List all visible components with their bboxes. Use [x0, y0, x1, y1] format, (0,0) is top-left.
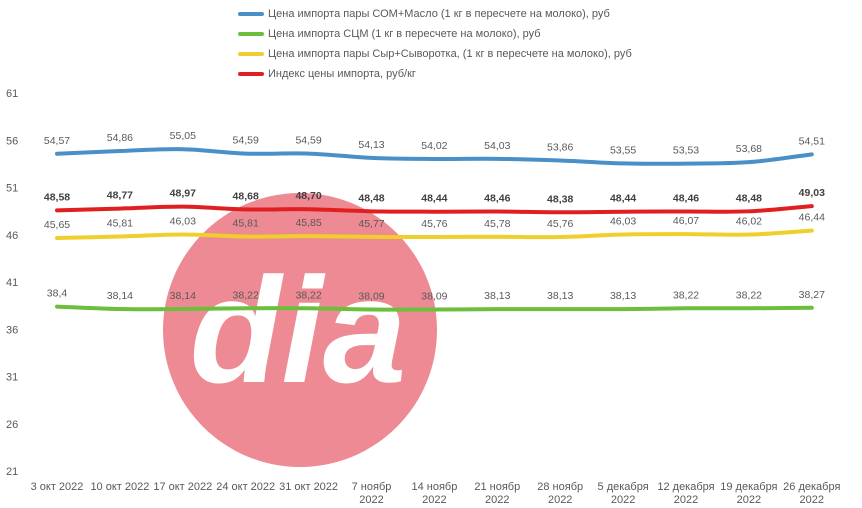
- x-tick-label: 31 окт 2022: [279, 481, 338, 493]
- y-tick-label: 31: [6, 372, 18, 384]
- data-label: 54,13: [358, 139, 384, 151]
- data-label: 48,58: [44, 191, 70, 203]
- data-label: 45,76: [421, 218, 447, 230]
- data-label: 54,03: [484, 140, 510, 152]
- x-tick-label: 19 декабря 2022: [720, 481, 777, 506]
- watermark-circle: [163, 193, 437, 467]
- y-tick-label: 61: [6, 88, 18, 100]
- data-label: 38,22: [736, 289, 762, 301]
- series-line: [55, 147, 814, 166]
- data-label: 46,03: [170, 215, 196, 227]
- data-label: 48,70: [295, 190, 321, 202]
- data-label: 38,13: [610, 290, 636, 302]
- y-tick-label: 36: [6, 324, 18, 336]
- data-label: 38,13: [484, 290, 510, 302]
- data-label: 48,48: [358, 192, 384, 204]
- y-tick-label: 21: [6, 466, 18, 478]
- x-tick-label: 5 декабря 2022: [598, 481, 649, 506]
- data-label: 53,53: [673, 145, 699, 157]
- y-tick-label: 56: [6, 135, 18, 147]
- y-axis: 21 26 31 36 41 46 51 56 61: [6, 88, 18, 478]
- x-tick-label: 21 ноябр 2022: [474, 481, 520, 506]
- data-label: 46,03: [610, 215, 636, 227]
- legend-item: Цена импорта пары Сыр+Сыворотка, (1 кг в…: [238, 44, 632, 64]
- series-line: [55, 204, 814, 215]
- legend-label: Цена импорта СЦМ (1 кг в пересчете на мо…: [268, 28, 541, 40]
- data-label: 53,68: [736, 143, 762, 155]
- data-label: 48,46: [484, 193, 510, 205]
- legend-swatch: [238, 32, 264, 36]
- data-label: 53,55: [610, 144, 636, 156]
- data-label: 45,65: [44, 219, 70, 231]
- data-label: 45,78: [484, 218, 510, 230]
- data-label: 38,4: [47, 288, 68, 300]
- data-label: 48,97: [170, 188, 196, 200]
- data-label: 38,22: [233, 289, 259, 301]
- data-labels: 54,57 54,86 55,05 54,59 54,59 54,13 54,02 54,03…: [44, 130, 825, 302]
- data-label: 49,03: [799, 187, 825, 199]
- data-label: 38,22: [295, 289, 321, 301]
- legend-item: Индекс цены импорта, руб/кг: [238, 64, 632, 84]
- legend-label: Индекс цены импорта, руб/кг: [268, 68, 416, 80]
- data-label: 46,02: [736, 216, 762, 228]
- data-label: 38,14: [170, 290, 196, 302]
- data-label: 54,02: [421, 140, 447, 152]
- data-label: 54,59: [295, 135, 321, 147]
- legend-label: Цена импорта пары Сыр+Сыворотка, (1 кг в…: [268, 48, 632, 60]
- y-tick-label: 26: [6, 419, 18, 431]
- x-tick-label: 7 ноябр 2022: [352, 481, 392, 506]
- x-tick-label: 3 окт 2022: [31, 481, 84, 493]
- watermark-text: dia: [190, 246, 407, 414]
- data-label: 38,22: [673, 289, 699, 301]
- data-label: 48,38: [547, 193, 573, 205]
- data-label: 54,86: [107, 132, 133, 144]
- data-label: 38,13: [547, 290, 573, 302]
- data-label: 45,81: [107, 218, 133, 230]
- chart-legend: Цена импорта пары СОМ+Масло (1 кг в пере…: [238, 4, 632, 84]
- data-label: 54,59: [233, 135, 259, 147]
- x-tick-label: 28 ноябр 2022: [537, 481, 583, 506]
- legend-item: Цена импорта СЦМ (1 кг в пересчете на мо…: [238, 24, 632, 44]
- series-lines: [55, 147, 814, 312]
- legend-swatch: [238, 72, 264, 76]
- data-label: 45,85: [295, 217, 321, 229]
- series-line: [55, 304, 814, 312]
- data-label: 48,48: [736, 192, 762, 204]
- legend-swatch: [238, 12, 264, 16]
- data-label: 38,09: [421, 290, 447, 302]
- data-label: 45,77: [358, 218, 384, 230]
- data-label: 48,44: [421, 193, 447, 205]
- data-label: 45,81: [233, 218, 259, 230]
- data-label: 38,09: [358, 290, 384, 302]
- data-label: 48,68: [233, 190, 259, 202]
- data-label: 48,46: [673, 193, 699, 205]
- legend-label: Цена импорта пары СОМ+Масло (1 кг в пере…: [268, 8, 610, 20]
- data-label: 54,57: [44, 135, 70, 147]
- data-label: 53,86: [547, 141, 573, 153]
- data-label: 54,51: [799, 135, 825, 147]
- y-tick-label: 46: [6, 230, 18, 242]
- data-label: 45,76: [547, 218, 573, 230]
- data-label: 38,27: [799, 289, 825, 301]
- legend-swatch: [238, 52, 264, 56]
- data-label: 46,07: [673, 215, 699, 227]
- x-tick-label: 10 окт 2022: [90, 481, 149, 493]
- data-label: 48,77: [107, 190, 133, 202]
- y-tick-label: 41: [6, 277, 18, 289]
- y-tick-label: 51: [6, 183, 18, 195]
- data-label: 55,05: [170, 130, 196, 142]
- x-tick-label: 26 декабря 2022: [783, 481, 840, 506]
- x-axis: 3 окт 2022 10 окт 2022 17 окт 2022 24 окт 2…: [31, 481, 841, 506]
- x-tick-label: 17 окт 2022: [153, 481, 212, 493]
- series-line: [55, 228, 814, 241]
- data-label: 48,44: [610, 193, 636, 205]
- data-label: 38,14: [107, 290, 133, 302]
- legend-item: Цена импорта пары СОМ+Масло (1 кг в пере…: [238, 4, 632, 24]
- x-tick-label: 24 окт 2022: [216, 481, 275, 493]
- dia-logo-watermark: dia: [163, 193, 437, 467]
- x-tick-label: 14 ноябр 2022: [411, 481, 457, 506]
- data-label: 46,44: [799, 212, 825, 224]
- x-tick-label: 12 декабря 2022: [657, 481, 714, 506]
